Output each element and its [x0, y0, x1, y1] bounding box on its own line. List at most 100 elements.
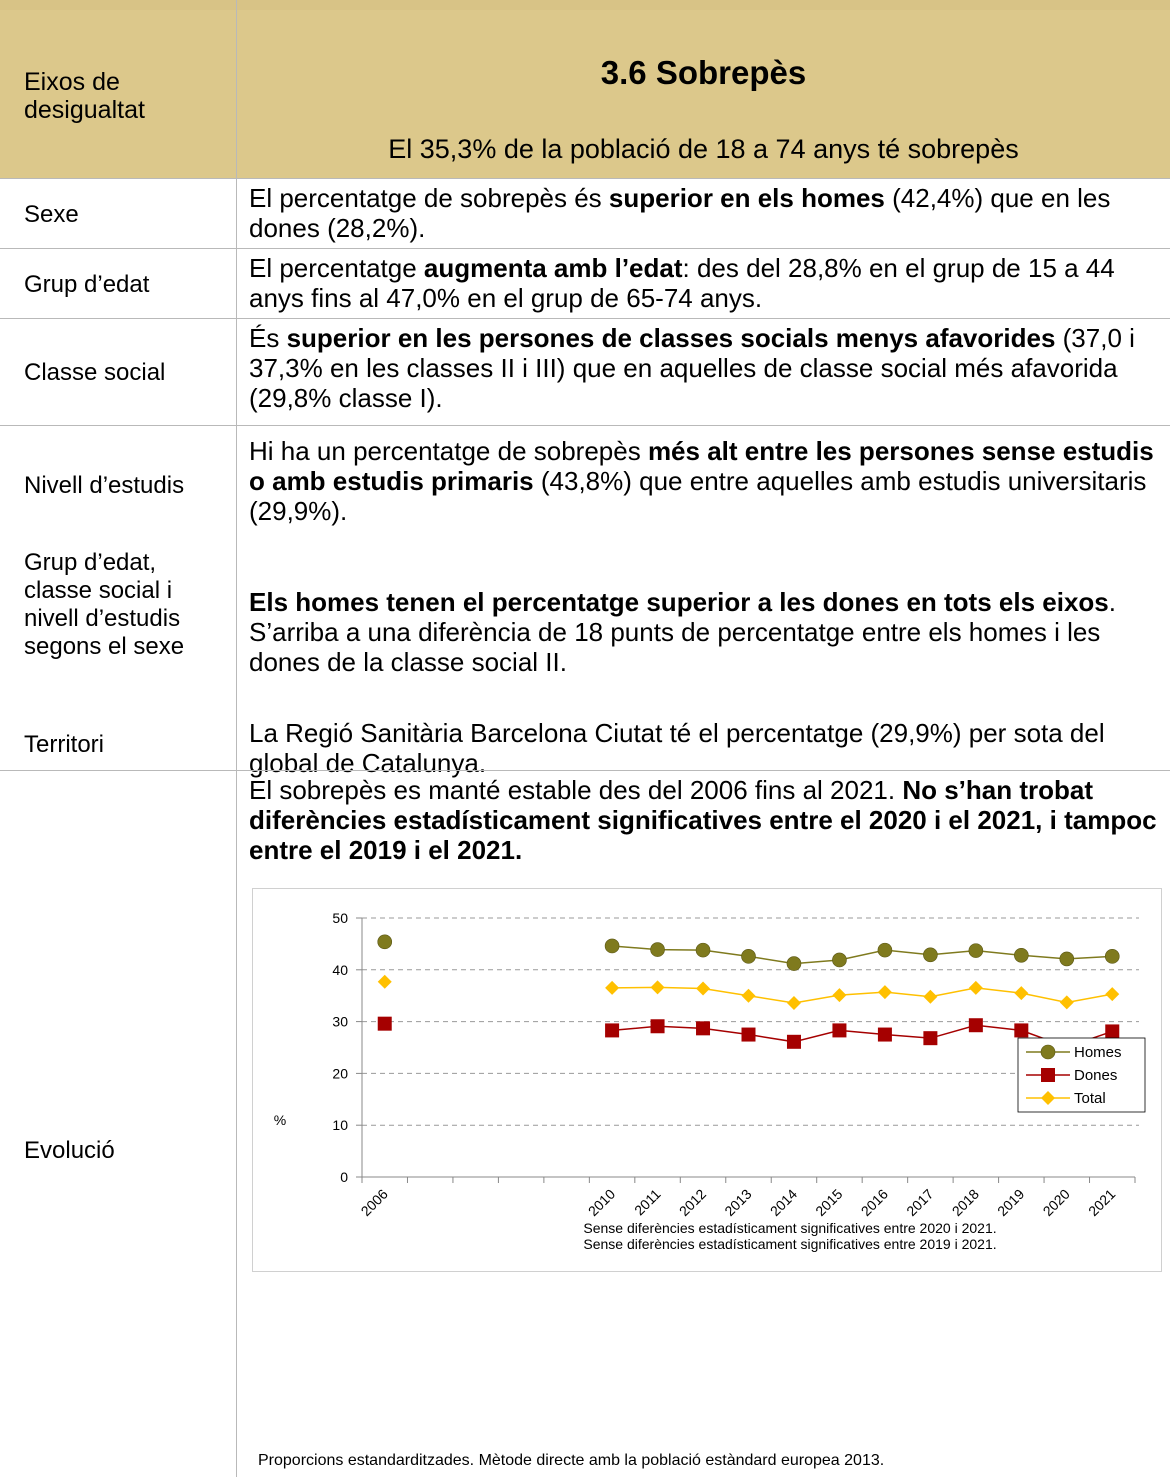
- series-line: [612, 945, 1113, 965]
- footnote: Proporcions estandarditzades. Mètode dir…: [258, 1452, 885, 1469]
- row-text: El percentatge de sobrepès és superior e…: [249, 183, 1165, 243]
- y-tick-label: 0: [340, 1169, 348, 1185]
- marker: [1040, 1044, 1056, 1060]
- marker: [1059, 995, 1074, 1010]
- table-row: Classe social És superior en les persones…: [0, 318, 1170, 426]
- marker: [741, 949, 756, 964]
- marker: [741, 1027, 756, 1042]
- text-run: És: [249, 323, 287, 353]
- row-text: És superior en les persones de classes s…: [249, 323, 1165, 413]
- row-label: Evolució: [24, 1137, 115, 1164]
- marker: [968, 1018, 983, 1033]
- y-tick-label: 20: [332, 1065, 348, 1081]
- text-run: La Regió Sanitària Barcelona Ciutat té e…: [249, 718, 1105, 778]
- text-run: El percentatge: [249, 253, 424, 283]
- marker: [1059, 951, 1075, 967]
- chart-note: Sense diferències estadísticament signif…: [583, 1220, 996, 1236]
- text-run: Els homes tenen el percentatge superior …: [249, 587, 1109, 617]
- chart-note: Sense diferències estadísticament signif…: [583, 1236, 996, 1252]
- text-run: . S’arriba a una diferència de 18 punts …: [249, 587, 1116, 677]
- marker: [650, 942, 665, 957]
- marker: [741, 988, 756, 1003]
- marker: [1105, 987, 1120, 1002]
- table-row: Territori La Regió Sanitària Barcelona Ci…: [0, 680, 1170, 778]
- marker: [1105, 1024, 1120, 1039]
- y-axis-label: %: [274, 1112, 286, 1128]
- marker: [696, 1021, 711, 1036]
- y-tick-label: 40: [332, 962, 348, 978]
- row-text: Hi ha un percentatge de sobrepès més alt…: [249, 436, 1165, 526]
- text-run: augmenta amb l’edat: [423, 253, 683, 283]
- table-row: Nivell d’estudis Hi ha un percentatge de …: [0, 425, 1170, 536]
- row-label: Territori: [24, 731, 105, 758]
- marker: [786, 956, 802, 971]
- row-text: La Regió Sanitària Barcelona Ciutat té e…: [249, 718, 1165, 778]
- y-tick-label: 30: [332, 1014, 348, 1030]
- marker: [1041, 1091, 1055, 1105]
- text-run: El percentatge de sobrepès és: [249, 183, 609, 213]
- marker: [377, 1016, 392, 1031]
- text-run: (37,0 i 37,3% en les classes II i III) q…: [249, 323, 1135, 413]
- marker: [923, 947, 938, 963]
- row-label: Grup d’edat: [24, 271, 150, 298]
- text-run: (42,4%) que en les dones (28,2%).: [249, 183, 1111, 243]
- marker: [877, 985, 892, 1000]
- marker: [377, 934, 393, 950]
- marker: [1014, 947, 1029, 963]
- text-run: més alt entre les persones sense estudis…: [249, 436, 1154, 496]
- text-run: Hi ha un percentatge de sobrepès: [249, 436, 648, 466]
- row-label: Grup d’edat, classe social i nivell d’es…: [24, 549, 185, 660]
- series-line: [612, 986, 1113, 1004]
- table-row: Grup d’edat, classe social i nivell d’es…: [0, 535, 1170, 680]
- marker: [923, 989, 938, 1004]
- marker: [1014, 1023, 1029, 1038]
- marker: [605, 980, 620, 995]
- row-text: El sobrepès es manté estable des del 200…: [249, 775, 1165, 865]
- text-run: superior en les persones de classes soci…: [286, 323, 1056, 353]
- marker: [832, 1023, 847, 1038]
- marker: [832, 952, 847, 968]
- row-label: Sexe: [24, 201, 79, 228]
- marker: [1104, 949, 1120, 964]
- y-tick-label: 10: [332, 1117, 348, 1133]
- marker: [650, 1019, 665, 1034]
- row-label: Classe social: [24, 359, 166, 386]
- marker: [968, 980, 983, 995]
- marker: [377, 974, 392, 989]
- marker: [968, 943, 984, 958]
- marker: [832, 988, 847, 1003]
- header-left: Eixos de desigualtat: [24, 68, 145, 124]
- marker: [923, 1031, 938, 1046]
- legend-label: Total: [1074, 1090, 1106, 1107]
- table-row: Evolució El sobrepès es manté estable des…: [0, 770, 1170, 1478]
- marker: [786, 1034, 801, 1049]
- text-run: superior en els homes: [608, 183, 885, 213]
- legend-label: Dones: [1074, 1067, 1117, 1084]
- title: 3.6 Sobrepès: [600, 54, 807, 91]
- text-run: : des del 28,8% en el grup de 15 a 44 an…: [249, 253, 1115, 313]
- subtitle: El 35,3% de la població de 18 a 74 anys …: [388, 134, 1019, 164]
- row-text: Els homes tenen el percentatge superior …: [249, 587, 1165, 677]
- marker: [650, 980, 665, 995]
- column-divider: [236, 0, 237, 1477]
- header: Eixos de desigualtat 3.6 Sobrepès El 35,…: [0, 0, 1170, 178]
- text-run: (43,8%) que entre aquelles amb estudis u…: [249, 466, 1147, 526]
- row-label: Nivell d’estudis: [24, 472, 185, 499]
- marker: [605, 1023, 620, 1038]
- legend-label: Homes: [1074, 1044, 1122, 1061]
- marker: [696, 981, 711, 996]
- marker: [877, 942, 893, 958]
- marker: [877, 1027, 892, 1042]
- text-run: El sobrepès es manté estable des del 200…: [249, 775, 903, 805]
- marker: [695, 942, 711, 958]
- marker: [1041, 1068, 1055, 1082]
- marker: [604, 938, 620, 954]
- row-text: El percentatge augmenta amb l’edat: des …: [249, 253, 1165, 313]
- marker: [786, 995, 801, 1010]
- text-run: No s’han trobat diferències estadísticam…: [249, 775, 1157, 865]
- series-line: [612, 1024, 1113, 1048]
- marker: [1014, 986, 1029, 1001]
- table-row: Grup d’edat El percentatge augmenta amb l…: [0, 248, 1170, 319]
